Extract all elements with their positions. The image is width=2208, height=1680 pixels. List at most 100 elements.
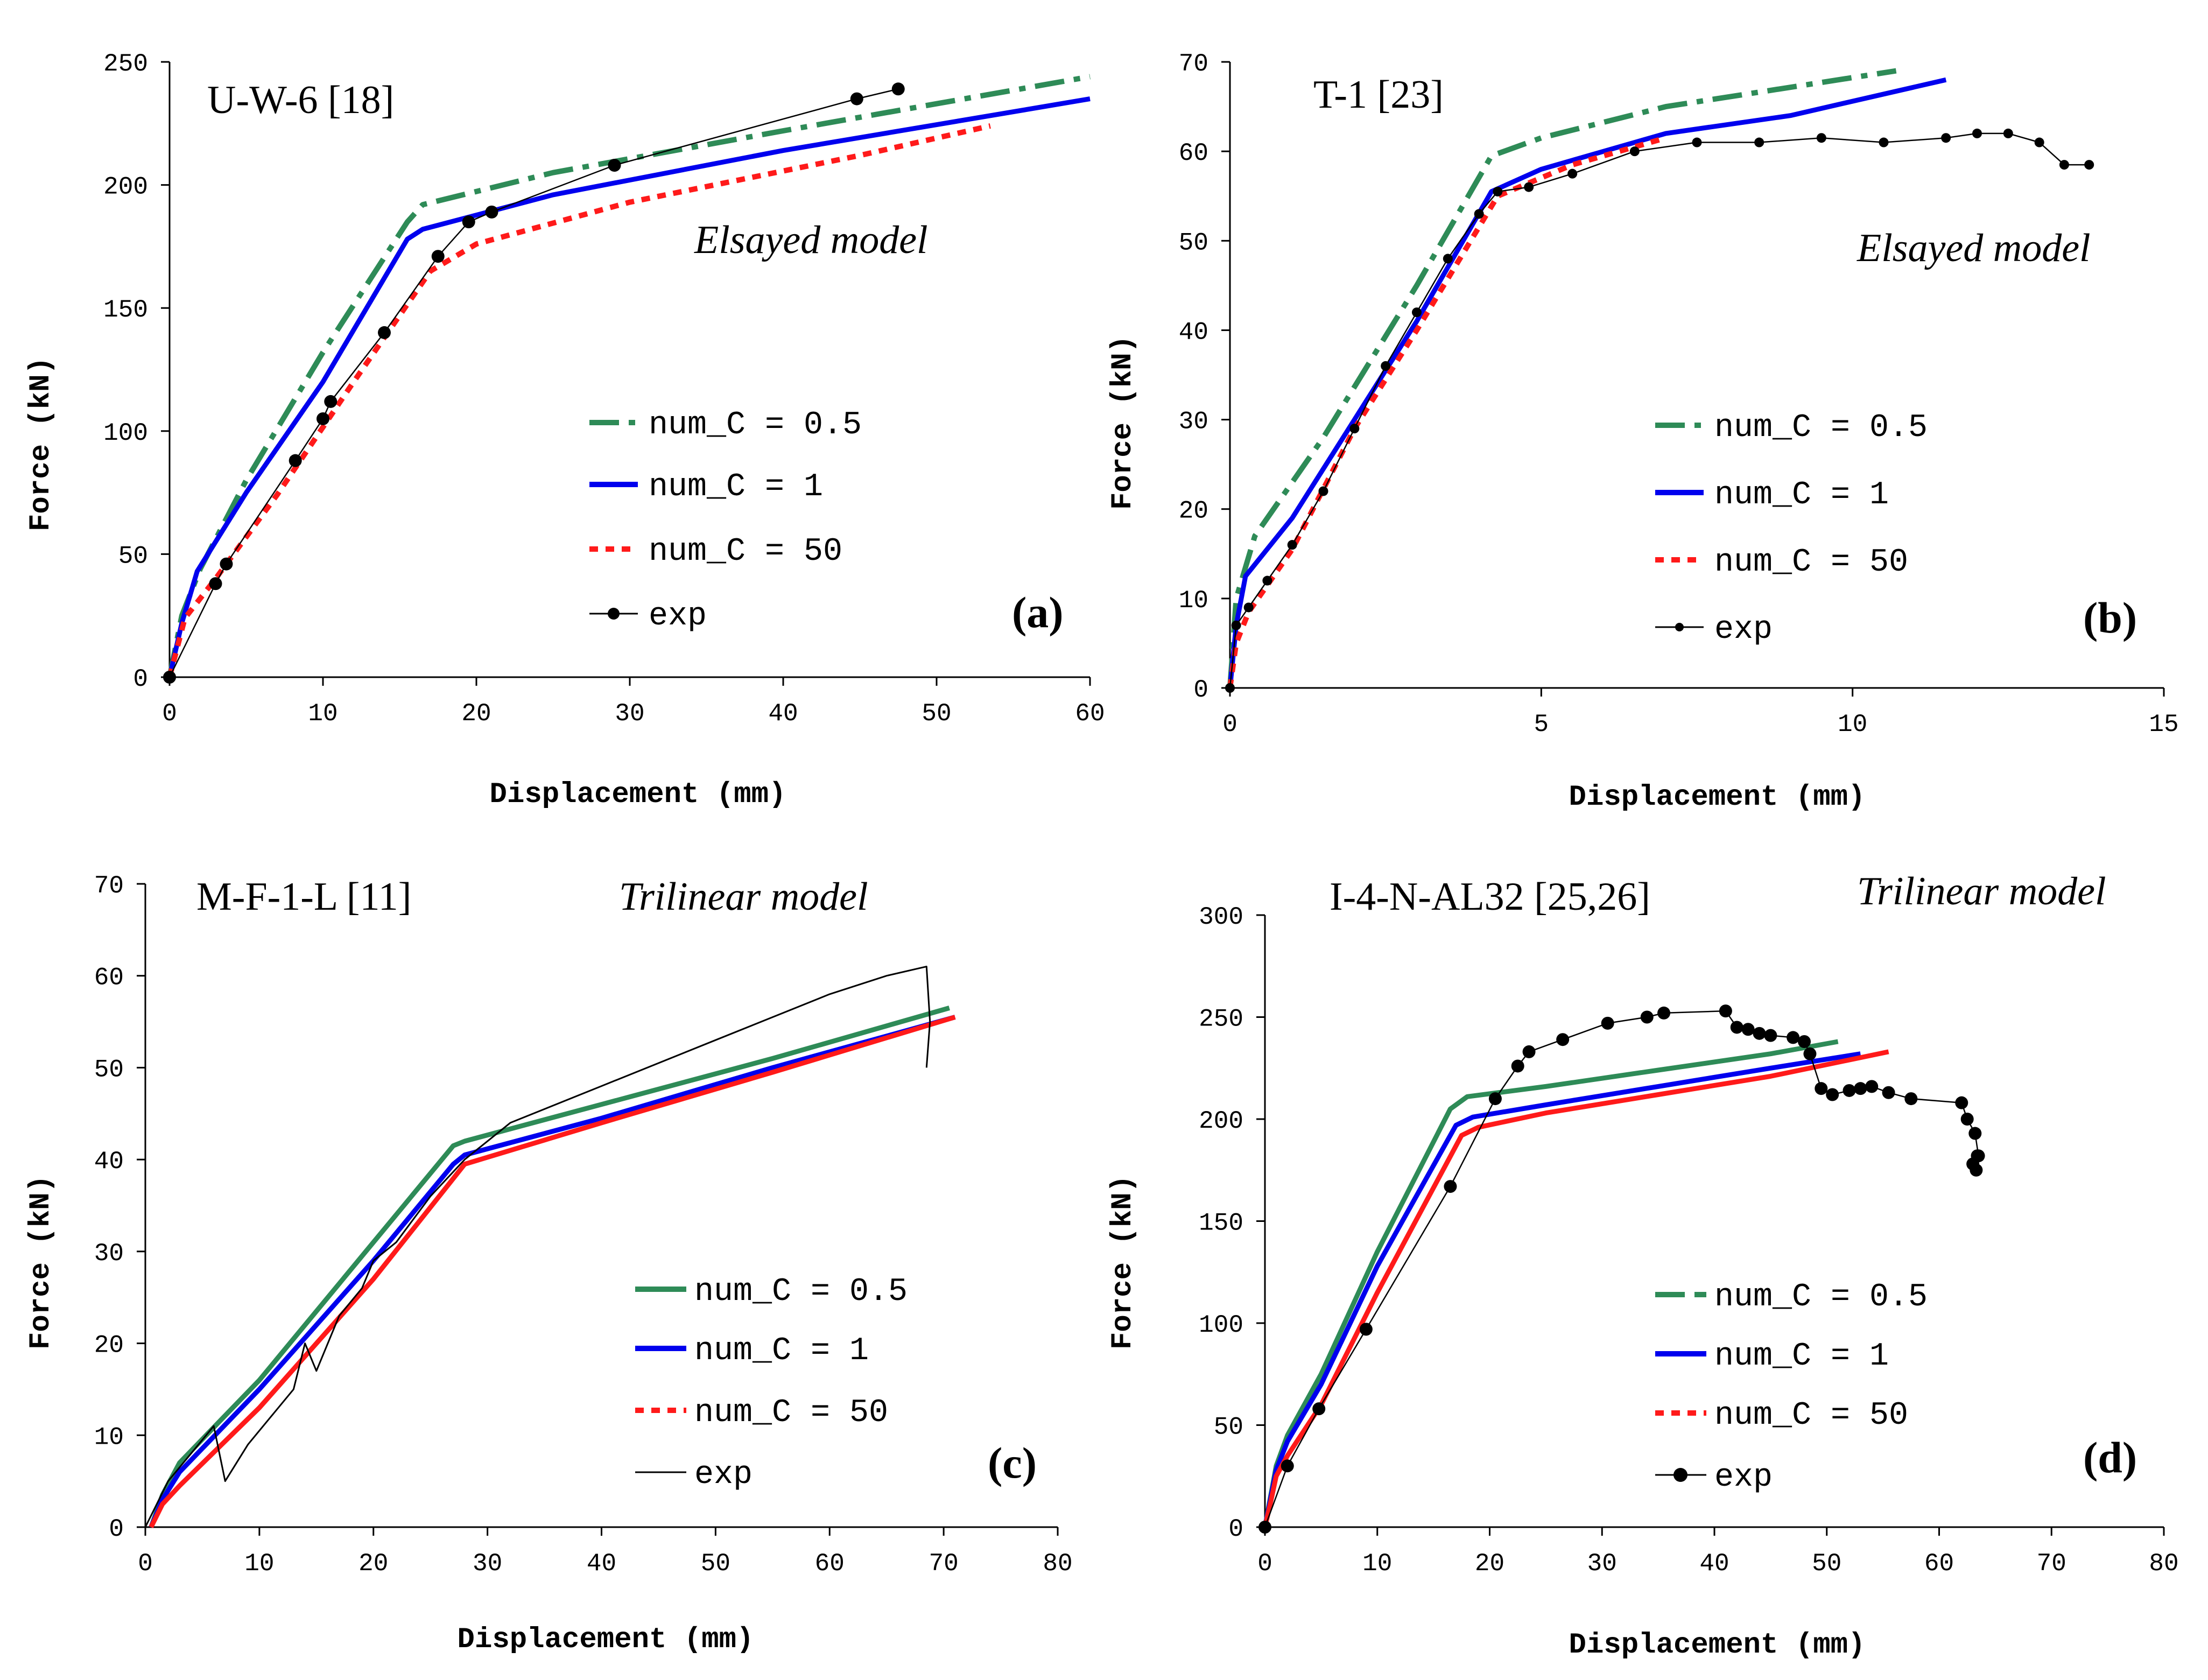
chart-d-legend-marker-3 <box>1673 1468 1687 1482</box>
chart-c-xtick-label: 70 <box>929 1550 959 1578</box>
chart-d-ytick-label: 250 <box>1199 1006 1243 1034</box>
chart-d-series-3-point <box>1764 1029 1777 1042</box>
chart-c-xtick-label: 50 <box>701 1550 730 1578</box>
chart-b-series-3-point <box>1231 620 1241 630</box>
chart-a-series-3-point <box>163 671 176 684</box>
chart-b-ytick-label: 20 <box>1179 497 1208 525</box>
chart-a-ytick-label: 200 <box>103 173 148 201</box>
chart-d-series-3-point <box>1803 1047 1817 1060</box>
chart-a-legend-label-2: num_C = 50 <box>649 533 842 570</box>
chart-b-series-3-point <box>1225 683 1235 693</box>
chart-b-legend-label-3: exp <box>1714 611 1773 648</box>
chart-d-panel-label: (d) <box>2083 1433 2137 1482</box>
chart-b-series-3-point <box>1287 540 1297 550</box>
chart-d-series-3-point <box>1826 1088 1839 1101</box>
chart-d-series-2-line <box>1262 1049 1889 1528</box>
chart-c-legend-label-3: exp <box>694 1457 753 1493</box>
chart-d-ytick-label: 0 <box>1228 1515 1243 1543</box>
chart-b-legend-label-2: num_C = 50 <box>1714 544 1908 581</box>
chart-b-ytick-label: 50 <box>1179 229 1208 257</box>
chart-d-xtick-label: 40 <box>1699 1550 1729 1578</box>
chart-b-series-3-point <box>1381 361 1391 371</box>
chart-d-xlabel: Displacement (mm) <box>1569 1629 1866 1662</box>
chart-d-series-3-point <box>1488 1092 1502 1106</box>
chart-d-series-3-point <box>1854 1082 1867 1095</box>
chart-a-xtick-label: 30 <box>615 700 644 728</box>
chart-d-series-3-point <box>1312 1402 1326 1416</box>
plot-area-d: 0 10 20 30 40 50 60 70 80 0 50 100 150 200 250 300 <box>1199 903 2178 1578</box>
chart-d-ytick-label: 50 <box>1214 1414 1243 1442</box>
chart-b-xtick-label: 0 <box>1222 711 1237 739</box>
chart-a-series-3-point <box>317 412 329 425</box>
chart-c-xtick-label: 10 <box>244 1550 274 1578</box>
chart-b-series-3-point <box>1879 137 1889 147</box>
chart-c-xlabel: Displacement (mm) <box>458 1623 754 1656</box>
chart-a-xlabel: Displacement (mm) <box>490 778 786 811</box>
chart-b-ytick-label: 30 <box>1179 408 1208 436</box>
chart-a-series-3-point <box>485 205 498 219</box>
chart-b-title: T-1 [23] <box>1313 73 1444 117</box>
chart-a-series-0-line <box>167 74 1091 678</box>
chart-d-series-3-point <box>1843 1084 1856 1097</box>
chart-b-ytick-label: 0 <box>1193 676 1208 704</box>
chart-a-legend-marker-3 <box>608 608 620 620</box>
chart-c-legend-label-1: num_C = 1 <box>694 1333 869 1369</box>
chart-b-series-0-line <box>1227 68 1897 688</box>
chart-a-legend-label-0: num_C = 0.5 <box>649 407 862 444</box>
chart-c-ytick-label: 60 <box>94 964 124 992</box>
chart-c-xtick-label: 30 <box>473 1550 502 1578</box>
chart-c-series-1-line <box>149 1015 956 1528</box>
chart-b-series-3-point <box>1754 137 1764 147</box>
chart-b-series-3-point <box>1243 602 1254 613</box>
chart-d-ytick-label: 100 <box>1199 1311 1243 1339</box>
chart-a-xtick-label: 0 <box>162 700 177 728</box>
chart-d-series-3-point <box>1971 1149 1984 1163</box>
chart-c-ytick-label: 0 <box>109 1515 124 1543</box>
chart-b-legend-label-1: num_C = 1 <box>1714 477 1889 514</box>
chart-b-panel-label: (b) <box>2083 593 2137 642</box>
chart-b-series-3-point <box>2059 160 2069 170</box>
chart-b-series-3-point <box>2084 160 2094 170</box>
chart-d-legend-label-0: num_C = 0.5 <box>1714 1279 1928 1316</box>
chart-b-series-3-point <box>1493 186 1503 196</box>
chart-d-xtick-label: 30 <box>1587 1550 1617 1578</box>
chart-b-series-3-point <box>1443 254 1453 264</box>
chart-b-series-3-point <box>1524 182 1534 192</box>
chart-b-series-3-point <box>1816 133 1826 143</box>
chart-d-legend-label-2: num_C = 50 <box>1714 1397 1908 1434</box>
chart-b-series-3-point <box>1262 575 1272 586</box>
chart-d-xtick-label: 60 <box>1924 1550 1954 1578</box>
chart-a-series-1-line <box>167 96 1091 678</box>
chart-a-ytick-label: 0 <box>133 665 148 693</box>
chart-d-legend-label-1: num_C = 1 <box>1714 1338 1889 1375</box>
chart-d-series-3-point <box>1815 1082 1828 1095</box>
chart-b-series-3-point <box>1349 424 1360 434</box>
chart-d-xtick-label: 10 <box>1362 1550 1392 1578</box>
chart-d-xtick-label: 80 <box>2149 1550 2178 1578</box>
chart-b-series-3-point <box>1567 168 1578 179</box>
chart-a-xtick-label: 60 <box>1075 700 1105 728</box>
chart-b: 0 5 10 15 0 10 20 30 40 50 60 70 T-1 [23] Elsayed m… <box>1107 50 2179 814</box>
chart-d-ylabel: Force (kN) <box>1107 1175 1140 1349</box>
chart-c-legend: num_C = 0.5 num_C = 1 num_C = 50 exp <box>635 1274 908 1493</box>
chart-b-series-1-line <box>1227 77 1947 688</box>
chart-c-ytick-label: 20 <box>94 1332 124 1360</box>
chart-c-xtick-label: 0 <box>138 1550 153 1578</box>
chart-b-series-3-point <box>1412 307 1422 318</box>
chart-a-xtick-label: 10 <box>308 700 337 728</box>
chart-b-model-label: Elsayed model <box>1857 226 2091 270</box>
chart-c-ytick-label: 40 <box>94 1148 124 1176</box>
plot-area-b: 0 5 10 15 0 10 20 30 40 50 60 70 <box>1179 50 2179 739</box>
chart-b-series-3-point <box>2003 128 2013 138</box>
chart-b-series-3-point <box>1941 133 1951 143</box>
chart-d-series-3-point <box>1882 1086 1895 1099</box>
chart-d-xtick-label: 70 <box>2037 1550 2066 1578</box>
chart-d-series-3-point <box>1601 1016 1614 1030</box>
chart-b-ytick-label: 10 <box>1179 587 1208 615</box>
chart-a-series-3-point <box>850 92 863 106</box>
chart-d-series-3-point <box>1753 1027 1766 1040</box>
chart-d-ytick-label: 200 <box>1199 1107 1243 1135</box>
chart-d-series-3-point <box>1281 1459 1294 1473</box>
chart-b-ytick-label: 60 <box>1179 139 1208 167</box>
